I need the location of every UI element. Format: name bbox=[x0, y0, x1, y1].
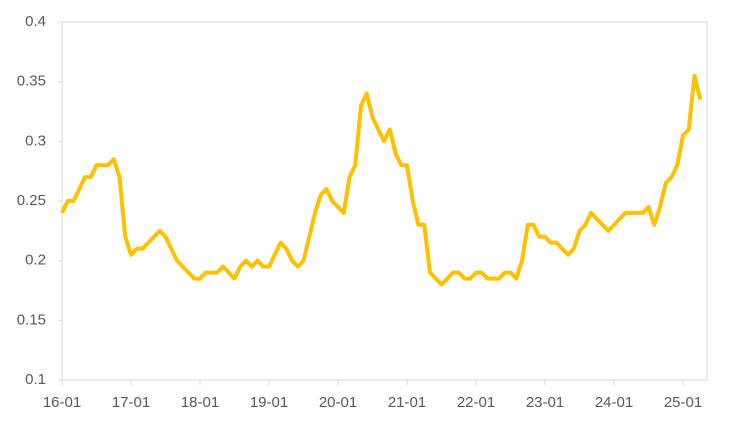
y-tick-label: 0.15 bbox=[17, 311, 46, 328]
y-tick-label: 0.3 bbox=[25, 132, 46, 149]
x-tick-label: 25-01 bbox=[664, 394, 702, 411]
y-tick-label: 0.4 bbox=[25, 13, 46, 30]
x-tick-label: 22-01 bbox=[457, 394, 495, 411]
x-tick-label: 21-01 bbox=[388, 394, 426, 411]
plot-frame bbox=[61, 21, 708, 381]
x-tick-label: 17-01 bbox=[112, 394, 150, 411]
series-line bbox=[60, 73, 703, 287]
x-tick-label: 23-01 bbox=[526, 394, 564, 411]
y-tick-label: 0.1 bbox=[25, 371, 46, 388]
x-tick-label: 18-01 bbox=[181, 394, 219, 411]
y-tick-label: 0.35 bbox=[17, 73, 46, 90]
y-tick-label: 0.25 bbox=[17, 192, 46, 209]
x-tick-label: 20-01 bbox=[319, 394, 357, 411]
x-tick-label: 16-01 bbox=[43, 394, 81, 411]
x-tick-label: 24-01 bbox=[595, 394, 633, 411]
y-tick-label: 0.2 bbox=[25, 252, 46, 269]
x-tick-label: 19-01 bbox=[250, 394, 288, 411]
